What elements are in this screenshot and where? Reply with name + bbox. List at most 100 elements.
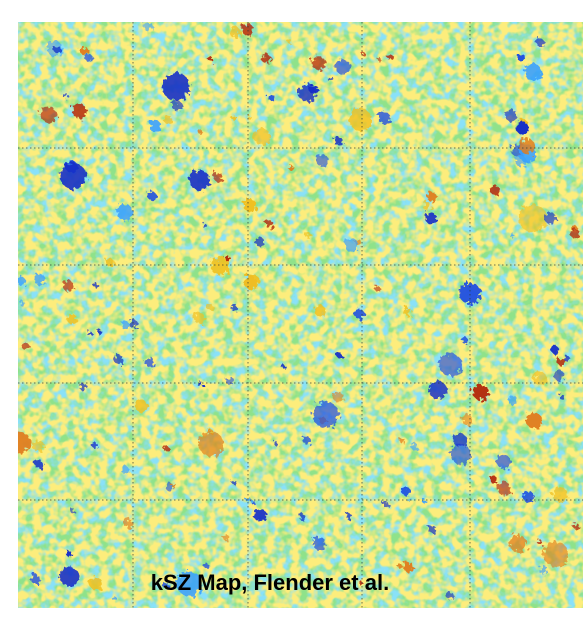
map-blob [316,154,328,166]
map-blob [22,343,29,350]
map-blob [398,564,403,569]
map-blob [298,84,316,102]
map-blob [313,537,326,550]
map-blob [427,192,437,202]
map-blob [163,445,169,451]
map-blob [232,116,237,121]
map-blob [288,165,293,170]
map-blob [20,301,25,306]
map-blob [66,551,72,557]
map-blob [375,286,380,291]
map-blob [453,433,467,447]
map-blob [335,59,350,74]
map-blob [73,104,87,118]
map-blob [287,39,291,43]
map-blob [164,116,173,125]
map-blob [425,213,436,224]
map-blob [299,514,305,520]
map-blob [213,172,222,181]
map-blob [93,283,98,288]
map-blob [80,47,88,55]
map-blob [63,93,68,98]
map-blob [147,192,156,201]
map-blob [498,482,512,496]
map-blob [545,213,556,224]
map-blob [172,101,182,111]
map-blob [519,139,534,154]
map-blob [172,483,176,487]
map-blob [223,535,229,541]
map-blob [313,402,339,428]
map-blob [198,130,202,134]
map-blob [135,400,147,412]
map-blob [198,381,203,386]
map-blob [97,330,102,335]
map-blob [524,64,541,81]
map-blob [523,492,534,503]
map-blob [252,501,256,505]
map-blob [70,508,75,513]
map-blob [32,440,44,452]
map-blob [564,356,570,362]
map-field [10,22,583,608]
map-blob [439,353,462,376]
caption: kSZ Map, Flender et al. [151,570,389,595]
map-blob [349,109,371,131]
map-blob [303,436,311,444]
map-blob [378,58,382,62]
map-blob [63,280,74,291]
map-blob [459,283,481,305]
map-blob [149,120,161,132]
map-blob [31,574,40,583]
map-blob [34,274,45,285]
map-blob [67,314,77,324]
map-texture [18,22,583,608]
map-blob [40,106,56,122]
map-blob [144,22,153,31]
map-blob [54,46,61,53]
map-blob [34,459,43,468]
map-blob [92,443,98,449]
map-blob [490,476,497,483]
map-blob [334,392,345,403]
map-blob [344,238,358,252]
map-blob [121,466,129,474]
map-blob [243,199,256,212]
map-blob [60,163,86,189]
map-blob [505,109,517,121]
map-blob [229,26,240,37]
map-blob [518,204,546,232]
map-blob [537,540,542,545]
map-blob [461,337,468,344]
map-blob [516,121,529,134]
map-blob [242,24,254,36]
map-blob [123,518,132,527]
map-blob [574,524,580,530]
map-blob [510,233,515,238]
map-blob [446,592,454,600]
map-blob [388,54,394,60]
map-blob [145,358,155,368]
map-blob [428,526,436,534]
map-blob [10,432,31,453]
map-blob [539,566,548,575]
map-blob [206,304,213,311]
map-blob [265,220,273,228]
map-blob [87,331,92,336]
map-blob [450,444,470,464]
map-blob [254,128,271,145]
map-blob [407,497,411,501]
map-blob [404,562,414,572]
map-blob [315,306,326,317]
map-blob [208,57,213,62]
map-figure: kSZ Map, Flender et al. [0,0,583,622]
map-blob [334,137,343,146]
map-blob [306,233,312,239]
map-blob [80,384,87,391]
map-blob [462,415,473,426]
map-blob [355,309,365,319]
map-blob [224,255,229,260]
map-blob [165,483,173,491]
map-blob [231,304,238,311]
map-blob [274,442,278,446]
